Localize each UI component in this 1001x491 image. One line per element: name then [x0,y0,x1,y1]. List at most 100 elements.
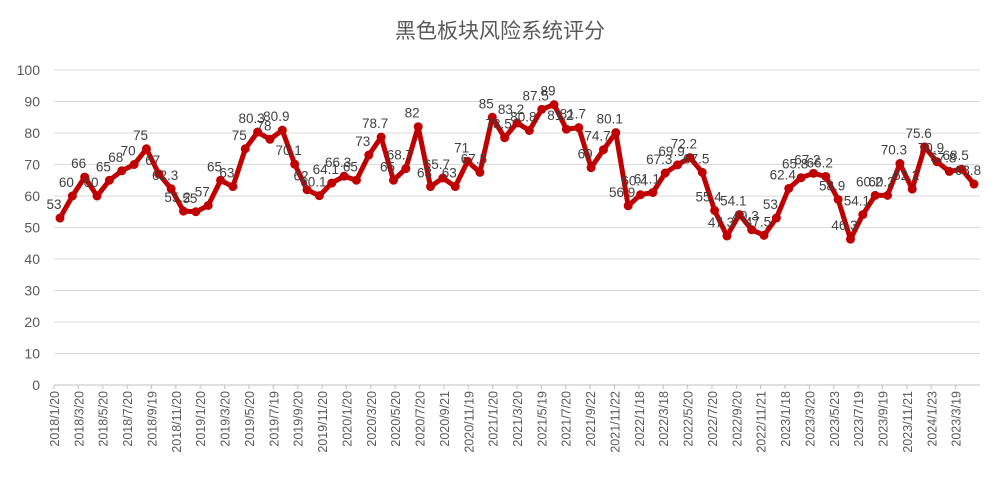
data-point [636,190,646,200]
data-label: 87.5 [523,88,549,103]
x-tick-label: 2018/7/20 [121,391,135,447]
chart-title: 黑色板块风险系统评分 [395,19,605,43]
y-tick-label: 80 [24,125,40,141]
data-label: 65.8 [782,157,808,172]
data-label: 67 [145,153,160,168]
data-label: 75 [232,128,247,143]
x-tick-label: 2018/11/20 [170,391,184,453]
x-tick-label: 2023/3/19 [950,391,964,447]
data-label: 54.1 [844,194,870,209]
x-tick-label: 2022/1/18 [633,391,647,447]
data-label: 75.6 [905,126,931,141]
data-point [351,175,361,185]
x-tick-label: 2018/5/20 [97,391,111,447]
data-label: 54.1 [720,194,746,209]
x-tick-label: 2019/5/20 [243,391,257,447]
data-label: 78.5 [486,117,512,132]
data-label: 83.2 [498,102,524,117]
data-point [401,164,411,174]
data-point [524,125,534,135]
data-point [883,190,893,200]
data-point [240,144,250,154]
y-tick-label: 40 [24,251,40,267]
data-label: 60.2 [868,174,894,189]
x-tick-label: 2023/7/19 [852,391,866,447]
data-label: 55 [182,191,197,206]
data-point [957,164,967,174]
data-point [290,159,300,169]
data-point [203,200,213,210]
y-tick-label: 60 [24,188,40,204]
data-label: 80.9 [263,109,289,124]
y-tick-label: 100 [17,62,41,78]
data-label: 65 [96,159,111,174]
data-point [92,191,102,201]
data-point [710,205,720,215]
data-point [376,132,386,142]
x-tick-label: 2022/5/20 [682,391,696,447]
data-point [697,167,707,177]
x-tick-label: 2022/11/21 [755,391,769,453]
data-point [500,133,510,143]
y-tick-label: 90 [24,94,40,110]
data-label: 82 [405,106,420,121]
data-point [216,175,226,185]
data-label: 70.1 [276,143,302,158]
data-label: 65 [207,159,222,174]
data-label: 67.5 [683,151,709,166]
x-tick-label: 2019/11/20 [316,391,330,453]
data-point [611,128,621,138]
data-label: 49.3 [733,209,759,224]
data-label: 70 [121,144,136,159]
data-point [314,191,324,201]
x-tick-label: 2020/3/20 [365,391,379,447]
data-label: 78 [256,118,271,133]
data-label: 60.2 [856,174,882,189]
data-point [944,166,954,176]
x-tick-label: 2021/1/20 [487,391,501,447]
data-point [191,207,201,217]
x-tick-label: 2024/1/23 [925,391,939,447]
data-label: 64.1 [313,162,339,177]
data-point [265,134,275,144]
x-tick-label: 2019/3/20 [219,391,233,447]
data-point [388,175,398,185]
data-label: 78.7 [362,116,388,131]
data-label: 71 [454,140,469,155]
data-point [475,167,485,177]
x-tick-label: 2020/1/20 [340,391,354,447]
data-label: 67.5 [461,151,487,166]
x-tick-label: 2022/7/20 [706,391,720,447]
data-label: 55.4 [695,189,722,204]
data-point [821,171,831,181]
x-tick-label: 2019/7/19 [267,391,281,447]
data-point [969,179,979,189]
data-label: 62.3 [152,168,178,183]
data-label: 67.2 [794,152,820,167]
data-label: 73 [355,134,370,149]
data-label: 66.2 [807,155,833,170]
x-tick-label: 2021/9/22 [584,391,598,447]
data-point [512,118,522,128]
data-label: 68.7 [387,148,413,163]
data-point [339,171,349,181]
data-label: 55.2 [164,190,190,205]
x-tick-label: 2021/5/19 [535,391,549,447]
y-tick-label: 50 [24,220,40,236]
data-point [413,122,423,132]
y-tick-label: 30 [24,283,40,299]
data-point [549,100,559,110]
data-label: 70.9 [918,141,944,156]
gridlines [54,69,980,386]
data-point [907,184,917,194]
data-label: 72.2 [671,137,697,152]
data-label: 81.7 [560,107,586,122]
data-point [179,206,189,216]
data-label: 80.1 [597,112,623,127]
data-label: 89 [541,84,556,99]
data-label: 60.1 [300,175,326,190]
data-point [771,213,781,223]
x-axis-ticks: 2018/1/20 2018/3/20 2018/5/20 2018/7/20 2018… [48,385,964,453]
